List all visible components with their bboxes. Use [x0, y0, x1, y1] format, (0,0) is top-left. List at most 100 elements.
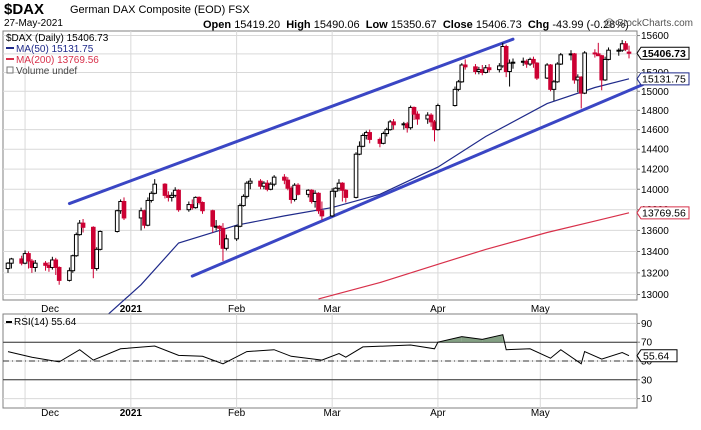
- candle-body: [121, 200, 127, 219]
- candle-body: [534, 62, 540, 79]
- candle-body: [387, 121, 393, 131]
- candle-body: [623, 43, 628, 50]
- candle-body: [531, 58, 536, 64]
- ma200-line: [318, 212, 630, 300]
- last-value-box: [636, 72, 690, 86]
- candle-body: [572, 53, 577, 81]
- candle: [626, 45, 632, 59]
- candle-body: [459, 64, 465, 83]
- candle-body: [551, 81, 557, 90]
- legend-ma200: MA(200) 13769.56: [16, 55, 99, 66]
- candle-body: [114, 210, 120, 232]
- legend-ma50: MA(50) 15131.75: [16, 44, 94, 55]
- candle: [555, 62, 560, 83]
- candle-body: [224, 238, 229, 249]
- exchange-code: FSX: [228, 4, 250, 16]
- candle: [224, 234, 229, 251]
- price-axis-tick-label: 14400: [641, 145, 669, 156]
- candle: [459, 63, 465, 83]
- ma200-series: [318, 212, 630, 300]
- candle-body: [282, 176, 287, 181]
- candle-body: [357, 145, 362, 155]
- rsi-last-value-box: [636, 349, 678, 363]
- price-date-label: Dec: [41, 304, 59, 315]
- last-value-text: 13769.56: [642, 208, 686, 220]
- low-value: 15350.67: [390, 19, 437, 31]
- candle: [200, 201, 205, 214]
- candle: [486, 64, 492, 73]
- candle-body: [411, 106, 417, 115]
- candle: [507, 59, 512, 87]
- candle: [572, 52, 577, 84]
- candle: [114, 209, 120, 233]
- candle: [602, 56, 608, 81]
- rsi-date-label: 2021: [120, 408, 143, 419]
- candle-body: [415, 113, 420, 120]
- candle: [32, 259, 38, 272]
- candle: [97, 230, 103, 251]
- candle: [295, 183, 301, 196]
- candle: [73, 232, 79, 257]
- candle: [149, 191, 154, 203]
- price-axis-tick-label: 13600: [641, 226, 669, 237]
- candle-body: [80, 222, 86, 228]
- candle-body: [26, 253, 31, 262]
- change-value: -43.99 (-0.28%): [552, 19, 629, 31]
- rsi-date-label: Feb: [228, 408, 246, 419]
- rsi-date-axis: Dec 2021 Feb Mar Apr May: [41, 408, 550, 419]
- candle: [217, 225, 222, 246]
- rsi-fill-segment: [482, 334, 503, 343]
- candle-body: [9, 258, 14, 264]
- legend-price: $DAX (Daily) 15406.73: [6, 33, 109, 44]
- last-value-box: [636, 206, 690, 220]
- candle-body: [391, 121, 396, 126]
- price-axis-tick-label: 13400: [641, 247, 669, 258]
- candle: [5, 262, 11, 273]
- candle: [67, 267, 72, 282]
- price-axis-tick-label: 15600: [641, 31, 669, 42]
- legend-volume-swatch: [6, 66, 14, 74]
- open-value: 15419.20: [234, 19, 281, 31]
- price-date-label: 2021: [120, 304, 143, 315]
- candle-body: [510, 61, 516, 64]
- candle: [244, 181, 250, 199]
- candle-body: [285, 179, 291, 189]
- index-name: German DAX Composite (EOD): [70, 4, 226, 16]
- last-value-tag: 15131.75: [636, 72, 690, 86]
- candle: [210, 209, 216, 233]
- rsi-legend: RSI(14) 55.64: [14, 317, 77, 328]
- high-value: 15490.06: [313, 19, 360, 31]
- candle: [360, 133, 366, 148]
- candle-body: [196, 196, 202, 204]
- candle: [80, 218, 86, 233]
- chart-name: German DAX Composite (EOD) FSX: [70, 4, 250, 16]
- candle-body: [343, 189, 349, 198]
- candle: [462, 59, 468, 70]
- last-value-tag: 15406.73: [636, 46, 690, 60]
- rsi-fill-segment: [461, 336, 483, 343]
- low-label: Low: [365, 19, 388, 31]
- candle: [319, 201, 325, 221]
- candle-body: [237, 205, 243, 227]
- candle: [452, 86, 458, 107]
- candlesticks: [5, 40, 632, 285]
- candle-body: [319, 210, 325, 217]
- candle: [53, 257, 59, 275]
- candle: [282, 174, 287, 185]
- legend-volume: Volume undef: [16, 66, 77, 77]
- candle: [623, 41, 628, 52]
- rsi-last-value-text: 55.64: [643, 350, 669, 362]
- candle-body: [384, 129, 390, 135]
- candle: [428, 113, 434, 127]
- price-grid: [3, 31, 637, 300]
- candle: [169, 192, 175, 202]
- price-legend: $DAX (Daily) 15406.73 MA(50) 15131.75 MA…: [6, 33, 109, 77]
- candle: [353, 152, 359, 199]
- candle-body: [244, 182, 250, 197]
- candle: [582, 51, 587, 95]
- candle-body: [271, 176, 277, 185]
- candle: [77, 220, 82, 236]
- candle-body: [329, 190, 335, 217]
- stockcharts-credit[interactable]: @ StockCharts.com: [603, 18, 693, 29]
- candle: [415, 111, 420, 125]
